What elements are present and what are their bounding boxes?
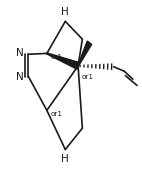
Polygon shape bbox=[78, 41, 92, 66]
Polygon shape bbox=[47, 53, 79, 69]
Text: or1: or1 bbox=[51, 111, 63, 117]
Text: N: N bbox=[16, 48, 23, 58]
Text: or1: or1 bbox=[51, 54, 63, 60]
Text: N: N bbox=[16, 72, 23, 82]
Text: H: H bbox=[61, 154, 69, 164]
Text: or1: or1 bbox=[82, 74, 94, 80]
Text: H: H bbox=[61, 7, 69, 17]
